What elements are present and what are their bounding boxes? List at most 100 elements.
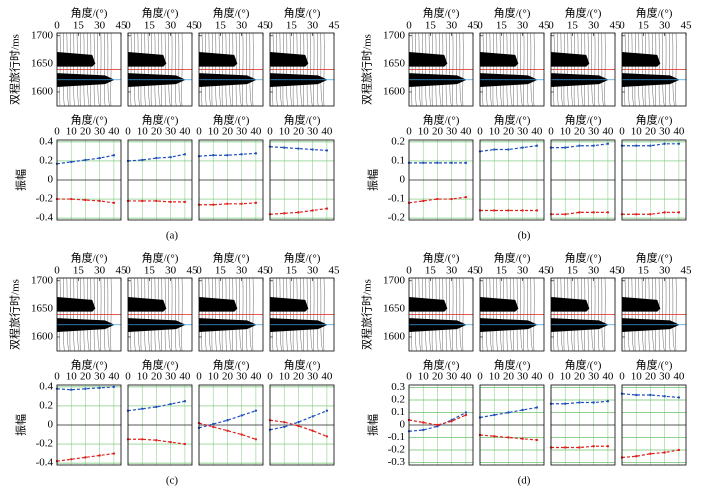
amplitude-x-tick-label: 40 bbox=[179, 371, 191, 383]
avo-point bbox=[283, 146, 286, 149]
trace bbox=[601, 277, 604, 352]
amplitude-frame bbox=[198, 384, 264, 466]
amplitude-y-tick-label: 0 bbox=[400, 174, 406, 186]
gather-y-tick-label: 1700 bbox=[383, 29, 406, 41]
avo-point bbox=[254, 201, 258, 205]
reflection-lobe bbox=[409, 296, 448, 312]
amplitude-x-tick-label: 30 bbox=[307, 371, 319, 383]
trace bbox=[110, 32, 112, 107]
avo-point bbox=[155, 156, 158, 160]
amplitude-x-tick-label: 20 bbox=[503, 371, 515, 383]
amplitude-frame bbox=[550, 384, 616, 466]
avo-point bbox=[325, 207, 329, 210]
amplitude-y-tick-label: 0.1 bbox=[391, 406, 405, 418]
gather-frame bbox=[550, 277, 616, 352]
avo-curve bbox=[198, 152, 256, 157]
gather-x-tick-label: 45 bbox=[258, 265, 270, 277]
avo-point bbox=[84, 456, 87, 459]
avo-curve bbox=[269, 146, 327, 152]
reflection-lobe bbox=[480, 296, 519, 312]
gather-x-tick-label: 45 bbox=[468, 20, 480, 32]
amplitude-y-tick-label: 0.2 bbox=[391, 394, 405, 406]
gather-x-tick-label: 30 bbox=[659, 20, 671, 32]
avo-point bbox=[663, 142, 666, 146]
avo-curve bbox=[199, 202, 256, 206]
gather-x-label: 角度/(°) bbox=[423, 6, 460, 20]
amplitude-x-label: 角度/(°) bbox=[423, 358, 460, 372]
amplitude-x-tick-label: 20 bbox=[151, 371, 163, 383]
gather-x-tick-label: 15 bbox=[144, 265, 156, 277]
amplitude-x-tick-label: 20 bbox=[574, 371, 586, 383]
avo-point bbox=[297, 211, 300, 214]
amplitude-x-tick-label: 20 bbox=[151, 126, 163, 138]
trace bbox=[604, 32, 606, 107]
gather-x-tick-label: 30 bbox=[446, 20, 458, 32]
amplitude-x-tick-label: 40 bbox=[250, 126, 262, 138]
amplitude-x-label: 角度/(°) bbox=[213, 358, 250, 372]
trace bbox=[174, 277, 177, 352]
amplitude-frame bbox=[479, 384, 545, 466]
gather-x-tick-label: 30 bbox=[236, 20, 248, 32]
gather-x-tick-label: 45 bbox=[187, 265, 199, 277]
subfigure-label: (c) bbox=[166, 475, 179, 487]
avo-point bbox=[535, 438, 539, 442]
amplitude-frame bbox=[408, 384, 474, 466]
gather-x-tick-label: 15 bbox=[144, 20, 156, 32]
trace bbox=[100, 32, 102, 107]
gather-frame bbox=[408, 277, 474, 352]
avo-point bbox=[254, 409, 258, 412]
trace bbox=[462, 32, 464, 107]
gather-x-label: 角度/(°) bbox=[142, 251, 179, 265]
amplitude-x-label: 角度/(°) bbox=[284, 358, 321, 372]
amplitude-y-tick-label: 0.4 bbox=[39, 380, 53, 392]
gather-x-tick-label: 0 bbox=[548, 265, 554, 277]
trace bbox=[316, 32, 319, 107]
gather-x-tick-label: 15 bbox=[496, 265, 508, 277]
avo-point bbox=[254, 438, 258, 441]
avo-point bbox=[436, 197, 439, 201]
amplitude-x-tick-label: 30 bbox=[94, 371, 106, 383]
trace bbox=[591, 277, 594, 352]
gather-x-tick-label: 45 bbox=[329, 265, 341, 277]
gather-frame bbox=[269, 277, 335, 352]
avo-point bbox=[183, 442, 187, 446]
avo-point bbox=[578, 144, 581, 147]
gather-x-tick-label: 45 bbox=[539, 20, 551, 32]
avo-point bbox=[212, 154, 215, 157]
avo-point bbox=[564, 446, 567, 449]
amplitude-y-tick-label: -0.2 bbox=[388, 444, 405, 456]
trace bbox=[100, 277, 102, 352]
amplitude-frame bbox=[198, 139, 264, 221]
amplitude-x-label: 角度/(°) bbox=[565, 113, 602, 127]
amplitude-x-label: 角度/(°) bbox=[636, 358, 673, 372]
avo-point bbox=[283, 420, 286, 424]
avo-point bbox=[169, 402, 172, 406]
avo-point bbox=[606, 142, 610, 146]
avo-point bbox=[141, 438, 144, 441]
amplitude-frame bbox=[56, 384, 122, 466]
avo-point bbox=[578, 211, 581, 214]
gather-x-label: 角度/(°) bbox=[565, 251, 602, 265]
amplitude-y-tick-label: -0.3 bbox=[388, 456, 406, 468]
gather-y-tick-label: 1700 bbox=[383, 274, 406, 286]
avo-curve bbox=[622, 211, 679, 215]
amplitude-x-label: 角度/(°) bbox=[71, 358, 108, 372]
amplitude-x-tick-label: 40 bbox=[108, 126, 120, 138]
amplitude-y-tick-label: -0.2 bbox=[36, 438, 53, 450]
avo-point bbox=[635, 144, 638, 147]
gather-x-label: 角度/(°) bbox=[565, 6, 602, 20]
trace bbox=[110, 277, 112, 352]
avo-point bbox=[141, 199, 144, 203]
avo-point bbox=[521, 437, 524, 440]
trace bbox=[665, 32, 667, 107]
gather-y-tick-label: 1600 bbox=[31, 85, 54, 97]
avo-point bbox=[325, 409, 329, 412]
avo-point bbox=[254, 152, 258, 155]
avo-point bbox=[212, 422, 215, 426]
amplitude-y-tick-label: -0.4 bbox=[36, 457, 54, 469]
amplitude-x-tick-label: 40 bbox=[460, 371, 472, 383]
avo-point bbox=[507, 436, 510, 439]
avo-curve bbox=[621, 393, 679, 399]
avo-point bbox=[70, 197, 73, 201]
trace bbox=[310, 32, 313, 107]
